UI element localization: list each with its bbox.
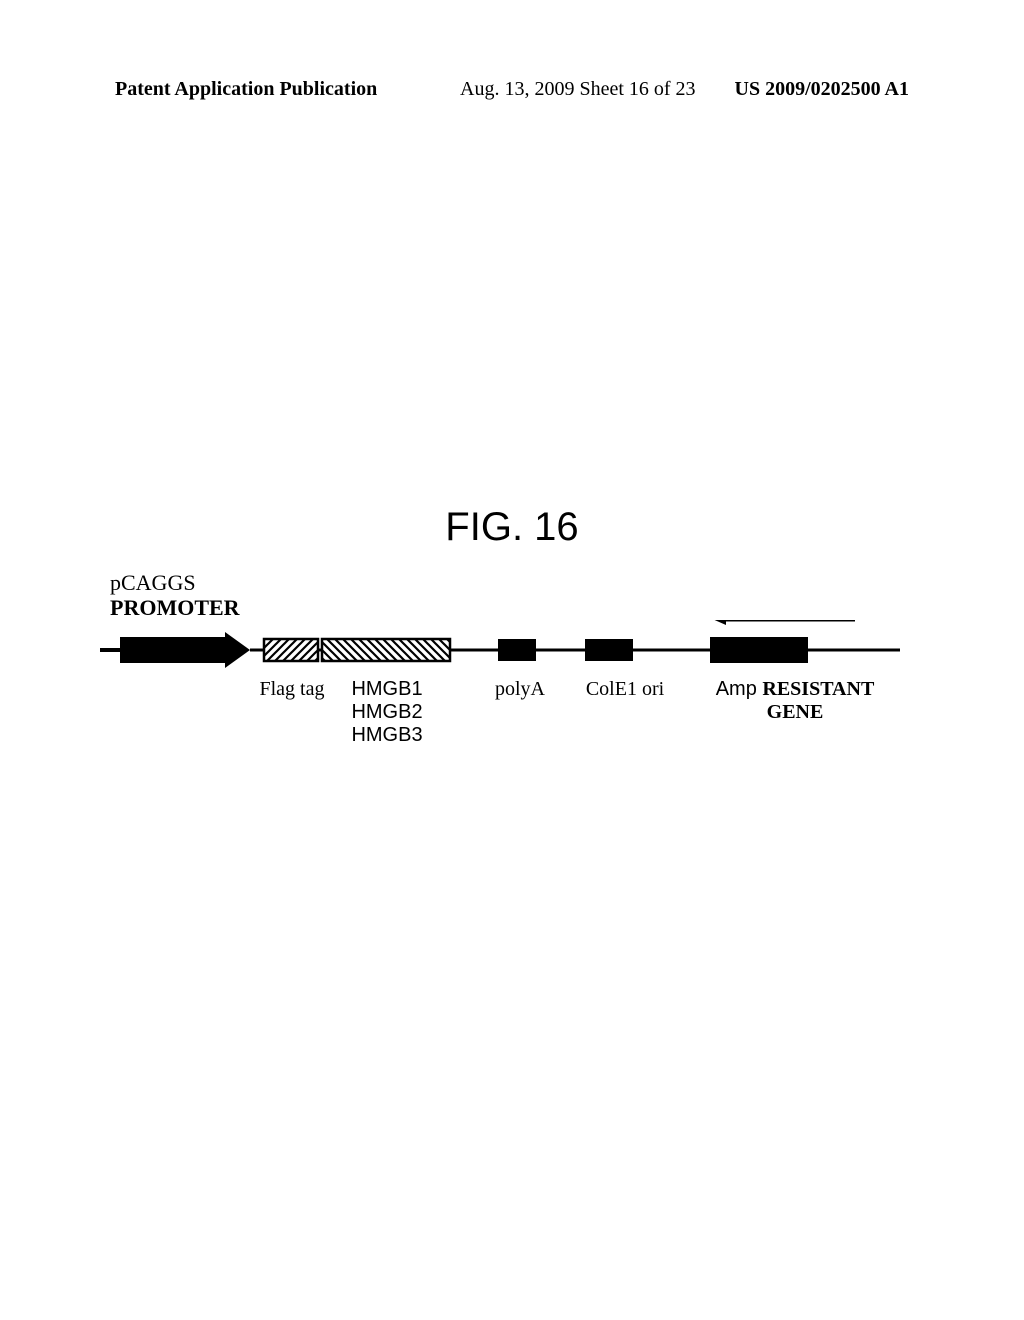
figure-title: FIG. 16 <box>0 505 1024 550</box>
promoter-label: pCAGGS PROMOTER <box>110 570 240 621</box>
gene-label: Flag tag <box>252 678 332 701</box>
gene-label: polyA <box>480 678 560 701</box>
gene-label: Amp RESISTANTGENE <box>685 678 905 724</box>
gene-label: ColE1 ori <box>570 678 680 701</box>
promoter-line2: PROMOTER <box>110 595 240 620</box>
header-mid: Aug. 13, 2009 Sheet 16 of 23 <box>460 78 696 101</box>
plasmid-diagram: pCAGGS PROMOTER Flag tagHMGB1HMGB2HMGB3 p… <box>100 570 920 770</box>
gene-label: HMGB1HMGB2HMGB3 <box>332 678 442 747</box>
promoter-line1: pCAGGS <box>110 570 240 595</box>
header-left: Patent Application Publication <box>115 78 377 101</box>
header-right: US 2009/0202500 A1 <box>735 78 909 101</box>
